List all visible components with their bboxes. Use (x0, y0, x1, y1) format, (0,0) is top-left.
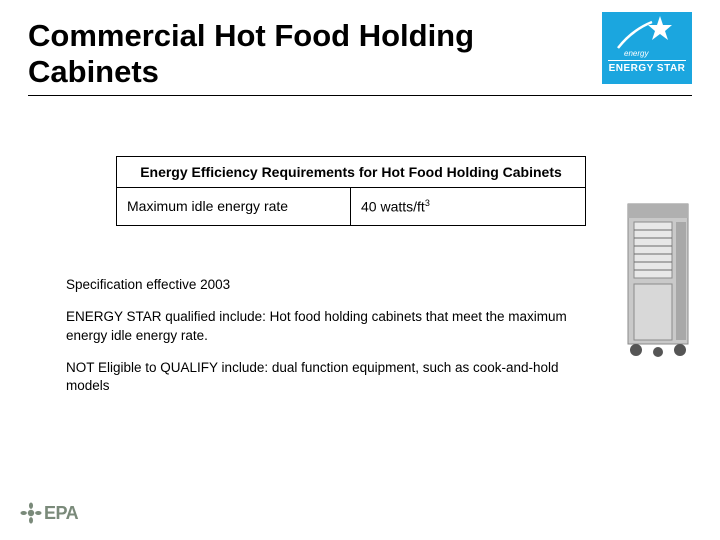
body-text: Specification effective 2003 ENERGY STAR… (66, 276, 572, 395)
star-icon: energy (612, 12, 682, 58)
table-cell-label: Maximum idle energy rate (117, 188, 351, 225)
not-eligible-text: NOT Eligible to QUALIFY include: dual fu… (66, 359, 572, 395)
cabinet-icon (620, 200, 702, 360)
qualified-text: ENERGY STAR qualified include: Hot food … (66, 308, 572, 344)
header-row: Commercial Hot Food Holding Cabinets ene… (28, 18, 692, 96)
page-title: Commercial Hot Food Holding Cabinets (28, 18, 602, 89)
table-header: Energy Efficiency Requirements for Hot F… (117, 157, 585, 188)
logo-brand-text: ENERGY STAR (608, 60, 686, 74)
slide: Commercial Hot Food Holding Cabinets ene… (0, 0, 720, 540)
spec-date: Specification effective 2003 (66, 276, 572, 294)
value-prefix: 40 watts/ft (361, 199, 425, 215)
value-superscript: 3 (425, 198, 430, 208)
epa-text: EPA (44, 503, 78, 524)
epa-flower-icon (20, 502, 42, 524)
table-cell-value: 40 watts/ft3 (351, 188, 585, 225)
energy-star-logo: energy ENERGY STAR (602, 12, 692, 84)
requirements-table: Energy Efficiency Requirements for Hot F… (116, 156, 586, 226)
table-row: Maximum idle energy rate 40 watts/ft3 (117, 188, 585, 225)
svg-text:energy: energy (624, 49, 649, 58)
epa-logo: EPA (20, 502, 78, 524)
